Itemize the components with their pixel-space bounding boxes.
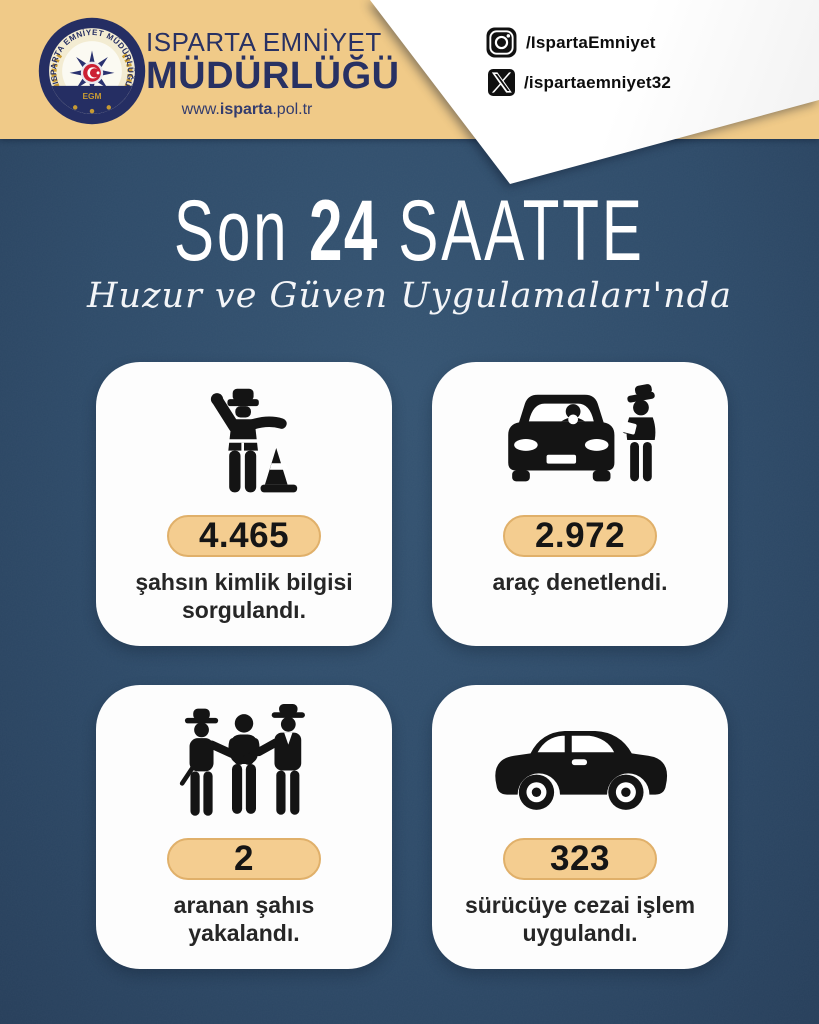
title-suffix: SAATTE xyxy=(378,183,645,279)
stat-value: 323 xyxy=(550,839,610,878)
instagram-icon xyxy=(486,27,517,58)
logo-egm-label: EGM xyxy=(82,91,101,101)
stat-card-identity-checks: 4.465 şahsın kimlik bilgisi sorgulandı. xyxy=(96,362,392,646)
vehicle-inspection-icon xyxy=(508,384,656,482)
stat-caption: araç denetlendi. xyxy=(492,569,668,595)
stat-cards-grid: 4.465 şahsın kimlik bilgisi sorgulandı. xyxy=(96,362,728,969)
instagram-link[interactable]: /IspartaEmniyet xyxy=(486,27,671,58)
stat-card-vehicle-inspections: 2.972 araç denetlendi. xyxy=(432,362,728,646)
instagram-handle: /IspartaEmniyet xyxy=(526,32,656,52)
police-department-logo: ISPARTA EMNİYET MÜDÜRLÜĞÜ EGM xyxy=(38,17,146,125)
subtitle: Huzur ve Güven Uygulamaları'nda xyxy=(87,276,732,316)
traffic-officer-icon xyxy=(210,388,298,493)
website-domain: isparta xyxy=(219,101,273,118)
stat-value: 4.465 xyxy=(198,516,290,555)
stat-caption: şahsın kimlik bilgisi sorgulandı. xyxy=(135,569,353,624)
arrest-icon xyxy=(179,704,305,816)
x-twitter-icon xyxy=(488,69,515,96)
org-name-line1: ISPARTA EMNİYET xyxy=(146,27,382,57)
stat-card-drivers-fined: 323 sürücüye cezai işlem uygulandı. xyxy=(432,685,728,969)
stat-caption: aranan şahıs yakalandı. xyxy=(173,892,315,947)
main-title: Son 24 SAATTE xyxy=(0,188,819,274)
stat-value-pill: 4.465 xyxy=(167,515,321,557)
x-handle: /ispartaemniyet32 xyxy=(524,72,672,92)
stat-card-wanted-persons: 2 aranan şahıs yakalandı. xyxy=(96,685,392,969)
website-suffix: .pol.tr xyxy=(272,101,313,118)
org-website[interactable]: www.isparta.pol.tr xyxy=(146,101,348,119)
stat-value-pill: 2 xyxy=(167,838,321,880)
x-link[interactable]: /ispartaemniyet32 xyxy=(486,69,671,96)
website-prefix: www. xyxy=(181,101,220,118)
stat-caption: sürücüye cezai işlem uygulandı. xyxy=(464,892,696,947)
social-links: /IspartaEmniyet /ispartaemniyet32 xyxy=(486,27,671,96)
title-prefix: Son xyxy=(174,183,310,279)
org-title-block: ISPARTA EMNİYET MÜDÜRLÜĞÜ www.isparta.po… xyxy=(146,27,400,119)
stat-value-pill: 323 xyxy=(503,838,657,880)
stat-value: 2 xyxy=(234,839,254,878)
stat-value-pill: 2.972 xyxy=(503,515,657,557)
car-icon xyxy=(495,731,668,810)
org-name-line2: MÜDÜRLÜĞÜ xyxy=(146,55,400,97)
title-number: 24 xyxy=(309,183,379,279)
stat-value: 2.972 xyxy=(534,516,626,555)
